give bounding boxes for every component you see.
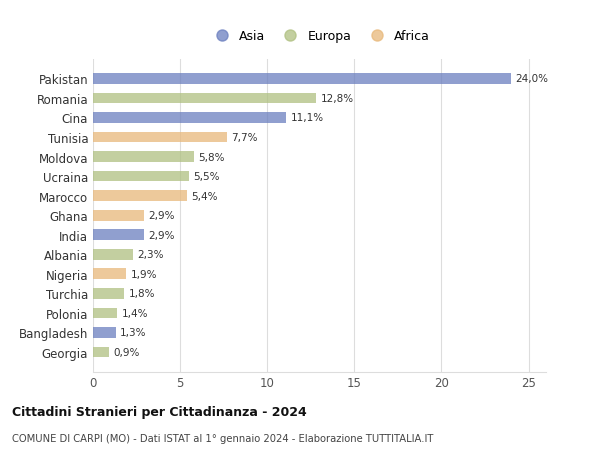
Text: COMUNE DI CARPI (MO) - Dati ISTAT al 1° gennaio 2024 - Elaborazione TUTTITALIA.I: COMUNE DI CARPI (MO) - Dati ISTAT al 1° … — [12, 433, 433, 442]
Text: 2,3%: 2,3% — [137, 250, 164, 260]
Text: Cittadini Stranieri per Cittadinanza - 2024: Cittadini Stranieri per Cittadinanza - 2… — [12, 405, 307, 419]
Text: 1,3%: 1,3% — [120, 328, 146, 338]
Bar — [93, 327, 116, 338]
Legend: Asia, Europa, Africa: Asia, Europa, Africa — [204, 25, 435, 48]
Bar — [93, 288, 124, 299]
Text: 5,4%: 5,4% — [191, 191, 218, 201]
Bar — [93, 308, 118, 319]
Bar — [93, 152, 194, 162]
Bar — [93, 249, 133, 260]
Text: 7,7%: 7,7% — [232, 133, 258, 143]
Text: 2,9%: 2,9% — [148, 211, 175, 221]
Text: 2,9%: 2,9% — [148, 230, 175, 240]
Text: 5,5%: 5,5% — [193, 172, 220, 182]
Bar — [93, 132, 227, 143]
Bar — [93, 93, 316, 104]
Bar — [93, 74, 511, 84]
Text: 1,9%: 1,9% — [130, 269, 157, 279]
Text: 0,9%: 0,9% — [113, 347, 139, 357]
Bar — [93, 210, 143, 221]
Bar — [93, 113, 286, 123]
Bar — [93, 347, 109, 358]
Bar — [93, 171, 189, 182]
Text: 11,1%: 11,1% — [291, 113, 324, 123]
Text: 1,8%: 1,8% — [129, 289, 155, 299]
Bar — [93, 230, 143, 241]
Text: 5,8%: 5,8% — [199, 152, 225, 162]
Text: 24,0%: 24,0% — [515, 74, 548, 84]
Bar — [93, 269, 126, 280]
Text: 1,4%: 1,4% — [122, 308, 148, 318]
Text: 12,8%: 12,8% — [320, 94, 353, 104]
Bar — [93, 191, 187, 202]
